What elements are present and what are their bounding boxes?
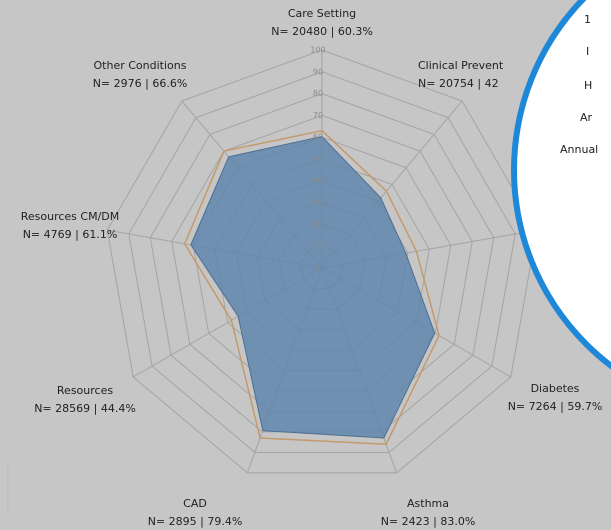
series-line xyxy=(183,129,440,445)
overlay-text: 1 xyxy=(584,13,591,26)
overlay-text: I xyxy=(586,45,589,58)
r-tick-label: 40 xyxy=(313,176,323,185)
r-tick-label: 80 xyxy=(313,89,323,98)
category-subtitle: N= 7264 | 59.7% xyxy=(508,400,603,413)
category-subtitle: N= 28569 | 44.4% xyxy=(34,402,136,415)
r-tick-label: 90 xyxy=(313,67,323,76)
category-subtitle: N= 20754 | 42 xyxy=(418,77,499,90)
category-label: Other Conditions xyxy=(94,59,187,72)
r-tick-label: 10 xyxy=(313,242,323,251)
overlay-text: Annual xyxy=(560,143,598,156)
r-tick-label: 30 xyxy=(313,198,323,207)
category-label: Clinical Prevent xyxy=(418,59,504,72)
overlay-text: Ar xyxy=(580,111,593,124)
category-subtitle: N= 2895 | 79.4% xyxy=(148,515,243,528)
r-tick-label: 60 xyxy=(313,133,323,142)
labels: Care Setting N= 20480 | 60.3% Clinical Pre… xyxy=(21,7,603,528)
r-tick-label: 100 xyxy=(310,46,325,55)
grid-ring xyxy=(128,71,516,453)
r-tick-label: 50 xyxy=(313,155,323,164)
category-label: Asthma xyxy=(407,497,449,510)
category-label: Diabetes xyxy=(531,382,580,395)
category-label: Resources CM/DM xyxy=(21,210,120,223)
series-area xyxy=(190,135,436,439)
overlay-panel: 1 I H Ar Annual xyxy=(511,0,611,370)
grid-ring xyxy=(106,49,538,474)
r-tick-label: 0 xyxy=(315,264,320,273)
category-subtitle: N= 20480 | 60.3% xyxy=(271,25,373,38)
category-label: Care Setting xyxy=(288,7,356,20)
r-tick-label: 70 xyxy=(313,111,323,120)
marks: 0 10 20 30 40 50 60 70 80 90 100 xyxy=(183,46,440,445)
category-label: Resources xyxy=(57,384,113,397)
category-subtitle: N= 2423 | 83.0% xyxy=(381,515,476,528)
overlay-circle xyxy=(511,0,611,370)
category-label: CAD xyxy=(183,497,207,510)
overlay-text: H xyxy=(584,79,592,92)
category-subtitle: N= 4769 | 61.1% xyxy=(23,228,118,241)
r-tick-label: 20 xyxy=(313,220,323,229)
category-subtitle: N= 2976 | 66.6% xyxy=(93,77,188,90)
